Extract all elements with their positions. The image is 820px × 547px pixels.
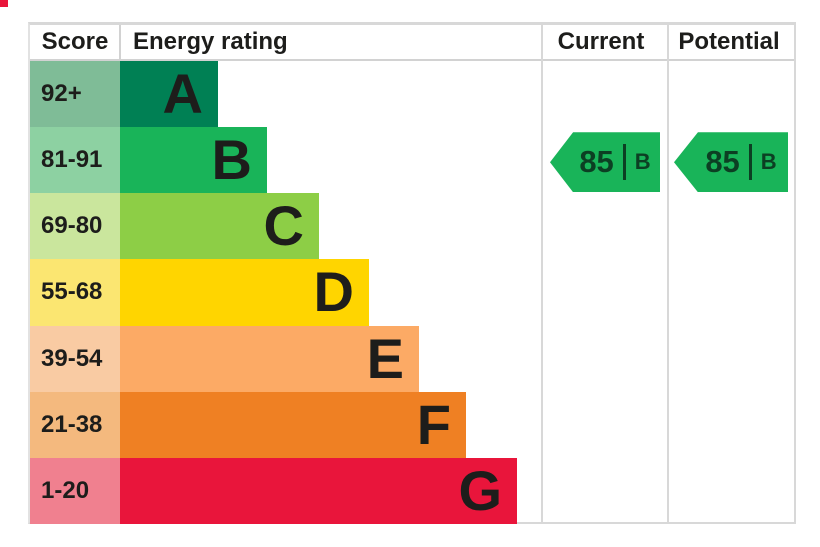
current-column-header: Current — [557, 28, 645, 55]
rating-row-g: 1-20 G — [30, 457, 794, 524]
rating-bar-e: E — [120, 325, 419, 392]
current-rating-band: B — [634, 149, 651, 175]
current-rating-arrow: 85 B — [550, 132, 660, 193]
rating-row-a: 92+ A — [30, 61, 794, 128]
arrow-divider — [748, 144, 752, 181]
rating-row-b: 81-91 B — [30, 127, 794, 194]
score-range-c: 69-80 — [30, 193, 120, 260]
rating-row-c: 69-80 C — [30, 193, 794, 260]
band-letter-f: F — [416, 392, 451, 456]
arrow-divider — [622, 144, 626, 181]
potential-column-divider — [667, 25, 669, 522]
score-range-b: 81-91 — [30, 127, 120, 194]
rating-bar-c: C — [120, 193, 319, 260]
rating-bar-d: D — [120, 259, 369, 326]
potential-rating-arrow: 85 B — [674, 132, 788, 193]
rating-row-e: 39-54 E — [30, 325, 794, 392]
current-column-divider — [541, 25, 543, 522]
score-range-g: 1-20 — [30, 457, 120, 524]
score-column-divider — [119, 25, 121, 61]
score-column-header: Score — [41, 28, 109, 55]
band-letter-e: E — [366, 326, 404, 390]
table-header: Score Energy rating Current Potential — [30, 25, 794, 61]
band-letter-d: D — [313, 260, 354, 324]
energy-rating-column-header: Energy rating — [133, 28, 288, 55]
rating-bar-f: F — [120, 391, 466, 458]
potential-column-header: Potential — [678, 28, 780, 55]
band-letter-c: C — [263, 194, 304, 258]
score-range-a: 92+ — [30, 61, 120, 128]
red-corner-mark — [0, 0, 8, 7]
score-range-d: 55-68 — [30, 259, 120, 326]
score-range-f: 21-38 — [30, 391, 120, 458]
current-rating-score: 85 — [579, 144, 614, 180]
potential-rating-score: 85 — [705, 144, 740, 180]
rating-table: Score Energy rating Current Potential 92… — [28, 22, 796, 524]
band-letter-a: A — [162, 62, 203, 126]
score-range-e: 39-54 — [30, 325, 120, 392]
band-letter-g: G — [458, 458, 502, 522]
band-letter-b: B — [211, 128, 252, 192]
rating-row-d: 55-68 D — [30, 259, 794, 326]
rating-bar-b: B — [120, 127, 267, 194]
rating-bar-g: G — [120, 457, 517, 524]
rating-bar-a: A — [120, 61, 218, 128]
rating-row-f: 21-38 F — [30, 391, 794, 458]
potential-rating-band: B — [760, 149, 777, 175]
rating-rows: 92+ A 81-91 B 69-80 C 55-68 D 39-54 E 21-38 F 1-20 G — [30, 61, 794, 524]
